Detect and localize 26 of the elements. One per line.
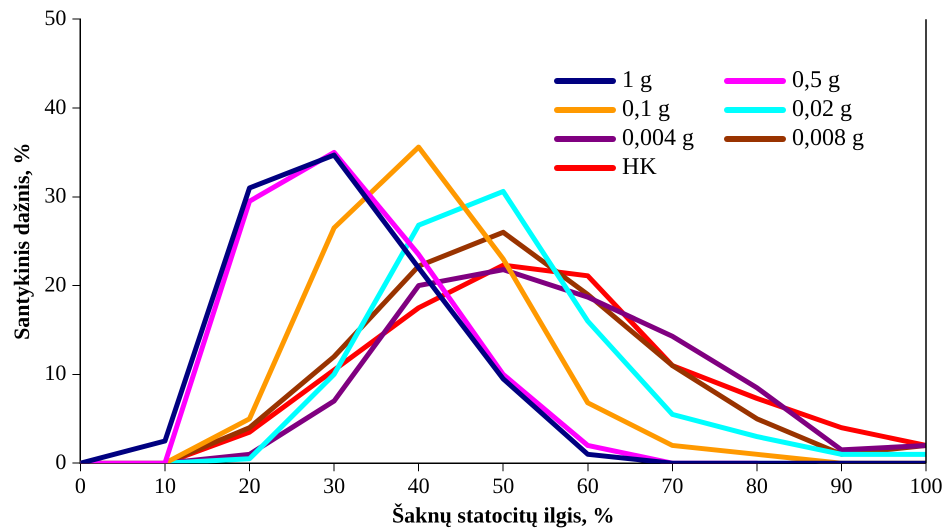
legend-label: HK	[622, 154, 657, 182]
y-axis-title: Santykinis dažnis, %	[8, 142, 34, 340]
x-tick-label: 20	[238, 473, 261, 498]
legend-label: 0,5 g	[792, 67, 840, 94]
x-tick-label: 0	[74, 473, 86, 498]
x-tick-label: 10	[154, 473, 176, 498]
y-tick-label: 30	[44, 182, 66, 208]
x-tick-label: 80	[746, 473, 768, 498]
x-tick-label: 100	[910, 473, 942, 498]
y-tick-label: 0	[55, 448, 66, 474]
legend-label: 0,1 g	[622, 96, 670, 124]
x-tick-label: 60	[576, 473, 599, 498]
legend-label: 0,008 g	[792, 125, 864, 152]
legend-label: 0,02 g	[792, 96, 852, 124]
y-tick-label: 50	[44, 4, 66, 30]
x-tick-label: 90	[830, 473, 852, 498]
y-tick-label: 10	[44, 360, 66, 386]
x-axis-title: Šaknų statocitų ilgis, %	[392, 502, 614, 528]
x-tick-label: 30	[323, 473, 346, 498]
x-tick-label: 50	[492, 473, 514, 498]
x-tick-label: 70	[661, 473, 684, 498]
x-tick-label: 40	[408, 473, 430, 498]
y-tick-label: 40	[44, 94, 66, 119]
legend-label: 1 g	[622, 67, 652, 94]
y-tick-label: 20	[44, 271, 66, 296]
legend-label: 0,004 g	[622, 125, 694, 152]
